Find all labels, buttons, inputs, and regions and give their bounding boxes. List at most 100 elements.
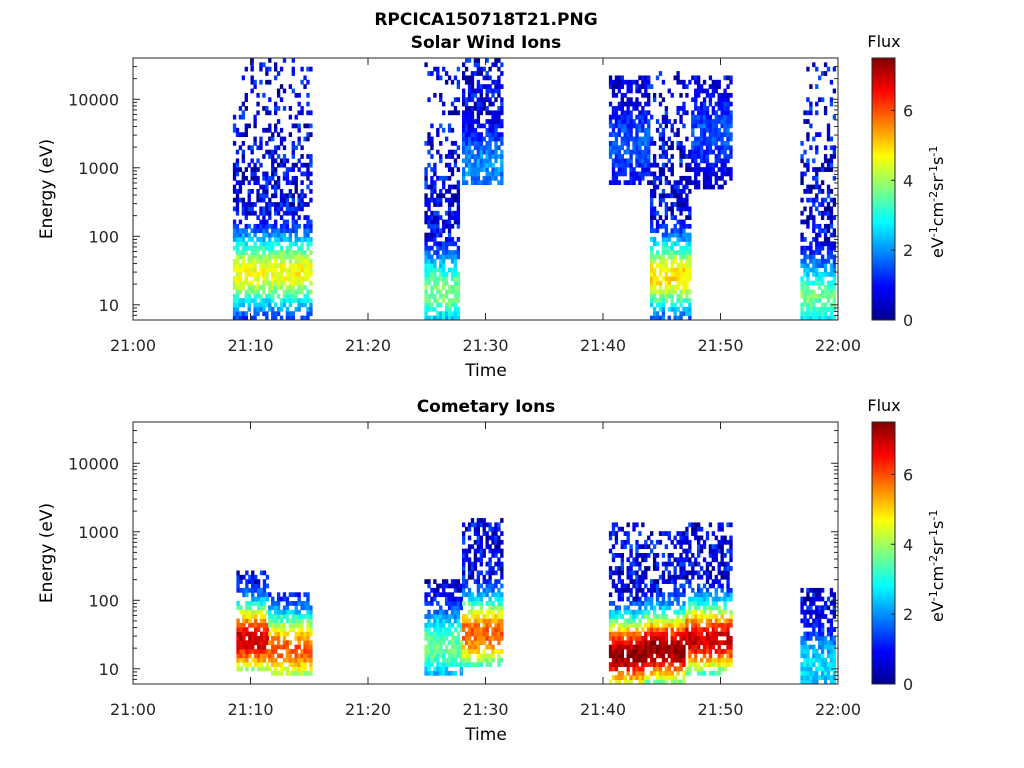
spectrogram-cell [652, 662, 657, 667]
spectrogram-cell [711, 119, 716, 124]
spectrogram-cell [279, 285, 284, 290]
spectrogram-cell [467, 114, 472, 120]
spectrogram-cell [265, 592, 270, 598]
spectrogram-cell [691, 618, 695, 624]
spectrogram-cell [424, 657, 428, 663]
spectrogram-cell [708, 553, 713, 558]
spectrogram-cell [297, 644, 301, 650]
spectrogram-cell [262, 596, 267, 602]
spectrogram-cell [658, 92, 663, 98]
spectrogram-cell [611, 601, 616, 606]
spectrogram-cell [265, 596, 270, 602]
spectrogram-cell [303, 276, 307, 282]
spectrogram-cell [476, 544, 481, 550]
spectrogram-cell [800, 158, 804, 164]
spectrogram-cell [641, 140, 645, 146]
spectrogram-cell [832, 271, 837, 277]
spectrogram-cell [473, 618, 478, 624]
spectrogram-cell [714, 596, 718, 602]
spectrogram-cell [467, 622, 472, 628]
spectrogram-cell [456, 202, 461, 207]
spectrogram-cell [265, 106, 269, 111]
spectrogram-cell [708, 92, 713, 98]
spectrogram-cell [462, 539, 466, 545]
spectrogram-cell [667, 561, 671, 567]
spectrogram-cell [265, 223, 269, 229]
spectrogram-cell [464, 110, 469, 116]
spectrogram-cell [667, 254, 671, 260]
spectrogram-cell [826, 596, 831, 602]
spectrogram-cell [427, 276, 431, 282]
spectrogram-cell [708, 180, 713, 186]
spectrogram-cell [614, 662, 619, 667]
spectrogram-cell [714, 101, 718, 107]
spectrogram-cell [241, 254, 246, 260]
spectrogram-cell [456, 189, 461, 194]
spectrogram-cell [245, 609, 249, 615]
spectrogram-cell [282, 276, 287, 282]
spectrogram-cell [820, 311, 825, 317]
spectrogram-cell [685, 579, 689, 584]
spectrogram-cell [641, 670, 645, 676]
spectrogram-cell [453, 293, 458, 299]
spectrogram-cell [679, 302, 683, 308]
spectrogram-cell [641, 553, 645, 558]
spectrogram-cell [262, 267, 266, 273]
spectrogram-cell [291, 298, 295, 303]
spectrogram-cell [658, 587, 663, 593]
spectrogram-cell [262, 241, 266, 247]
spectrogram-cell [650, 258, 654, 264]
spectrogram-cell [679, 539, 683, 545]
spectrogram-cell [500, 110, 504, 116]
spectrogram-cell [682, 271, 686, 277]
spectrogram-cell [453, 184, 458, 190]
spectrogram-cell [723, 140, 727, 146]
spectrogram-cell [427, 670, 431, 676]
spectrogram-cell [691, 149, 695, 155]
spectrogram-cell [708, 114, 713, 120]
spectrogram-cell [285, 276, 290, 282]
spectrogram-cell [254, 583, 258, 589]
spectrogram-cell [623, 79, 627, 85]
spectrogram-cell [823, 145, 828, 151]
spectrogram-cell [679, 592, 683, 598]
spectrogram-cell [667, 237, 671, 242]
spectrogram-cell [685, 237, 689, 242]
spectrogram-cell [826, 228, 831, 234]
spectrogram-cell [644, 622, 648, 628]
spectrogram-cell [818, 609, 822, 615]
spectrogram-cell [614, 653, 619, 659]
spectrogram-cell [614, 535, 619, 541]
spectrogram-cell [500, 627, 504, 632]
spectrogram-cell [664, 544, 669, 550]
spectrogram-cell [259, 197, 263, 203]
spectrogram-cell [482, 574, 486, 580]
spectrogram-cell [829, 219, 834, 225]
spectrogram-cell [826, 206, 831, 212]
spectrogram-cell [815, 306, 819, 312]
spectrogram-cell [254, 596, 258, 602]
spectrogram-cell [803, 596, 807, 602]
spectrogram-cell [694, 526, 698, 532]
spectrogram-cell [620, 92, 624, 98]
spectrogram-cell [638, 679, 642, 685]
spectrogram-cell [271, 627, 275, 632]
spectrogram-cell [676, 574, 680, 580]
spectrogram-cell [717, 184, 721, 190]
spectrogram-cell [717, 566, 721, 571]
spectrogram-cell [620, 84, 624, 89]
spectrogram-cell [241, 302, 246, 308]
spectrogram-cell [667, 644, 671, 650]
spectrogram-cell [254, 627, 258, 632]
x-tick-label: 21:40 [580, 336, 626, 355]
panel-solar-wind: Solar Wind Ions 21:00 21:10 21:20 21:30 21:4… [37, 32, 947, 381]
spectrogram-cell [667, 592, 671, 598]
spectrogram-cell [820, 675, 825, 681]
spectrogram-cell [482, 84, 486, 89]
spectrogram-cell [450, 202, 455, 207]
spectrogram-cell [829, 210, 834, 216]
spectrogram-cell [694, 596, 698, 602]
spectrogram-cell [309, 280, 313, 286]
spectrogram-cell [309, 302, 313, 308]
spectrogram-cell [652, 640, 657, 646]
